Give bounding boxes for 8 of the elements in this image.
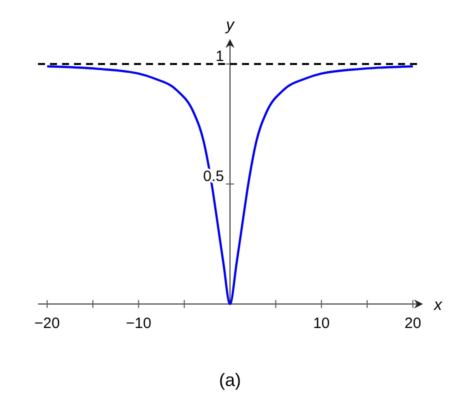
x-tick-label: −20: [34, 315, 60, 332]
y-tick-label: 1: [216, 48, 224, 65]
text: (a): [219, 370, 241, 390]
y-axis-title: y: [225, 17, 235, 34]
x-axis-title: x: [433, 297, 443, 314]
x-tick-label: 10: [313, 315, 330, 332]
x-tick-label: −10: [126, 315, 152, 332]
x-tick-label: 20: [404, 315, 422, 332]
